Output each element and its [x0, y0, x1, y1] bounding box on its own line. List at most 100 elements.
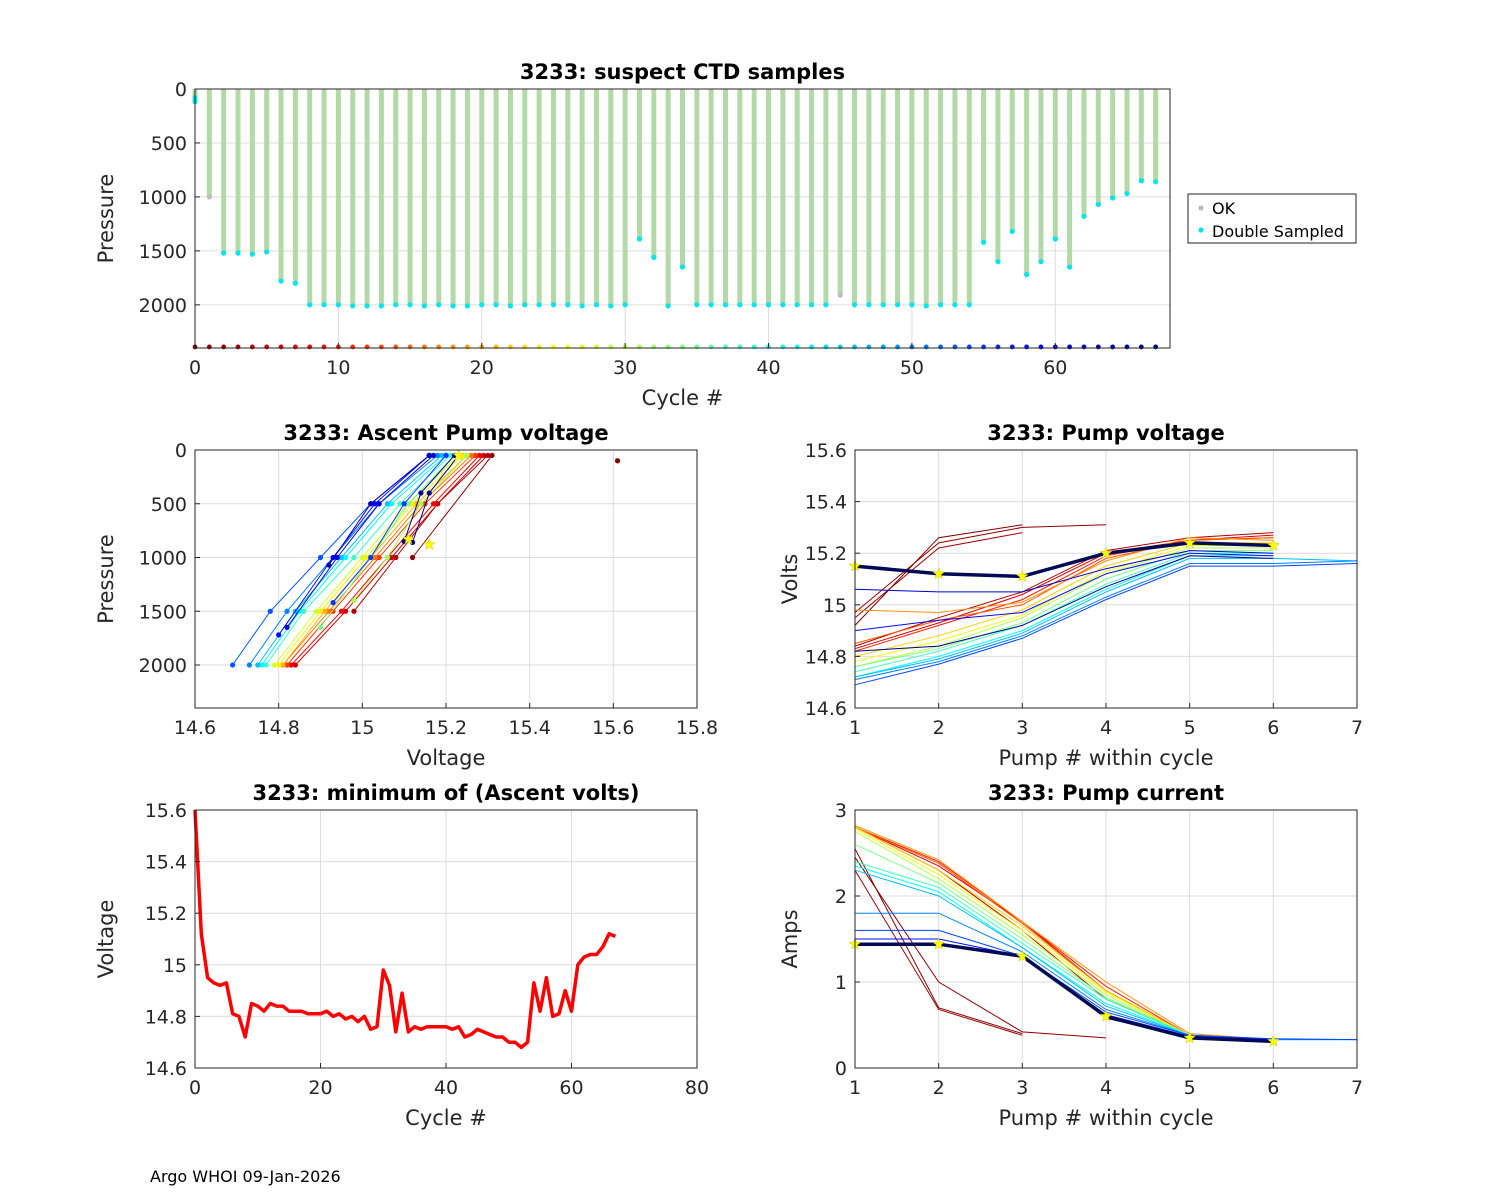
ascent-xtick-label: 15.4: [509, 717, 551, 739]
ascent-point: [351, 597, 357, 604]
ascent-point: [330, 600, 336, 606]
ascent-ylabel: Pressure: [94, 534, 118, 624]
ascent-point: [296, 608, 303, 614]
minv-ytick-label: 15.6: [145, 800, 187, 822]
cycle-color-marker: [393, 344, 399, 350]
cycle-color-marker: [1153, 344, 1159, 350]
ascent-point: [338, 608, 345, 614]
double-sampled-point: [909, 302, 915, 308]
legend-double-marker: [1198, 227, 1204, 233]
ascent-ytick-label: 0: [175, 440, 187, 462]
ascent-latest-star: [401, 532, 415, 545]
double-sampled-point: [851, 302, 858, 308]
cycle-color-marker: [637, 344, 642, 350]
cycle-color-marker: [837, 344, 843, 350]
ascent-point: [284, 608, 290, 614]
ascent-point: [317, 624, 324, 630]
ascent-point: [326, 562, 332, 568]
ascent-point: [359, 554, 365, 561]
cycle-color-marker: [665, 344, 671, 350]
suspect-xtick-label: 0: [189, 357, 201, 379]
minv-xtick-label: 40: [434, 1077, 458, 1099]
ascent-point: [468, 452, 474, 458]
pump-voltage-line: [854, 547, 1274, 668]
cycle-color-marker: [292, 344, 298, 350]
ascent-point: [338, 554, 345, 561]
cycle-color-marker: [1067, 344, 1073, 350]
pumpv-xtick-label: 3: [1016, 717, 1028, 739]
cycle-color-marker: [206, 344, 212, 350]
ascent-ytick-label: 2000: [139, 655, 187, 677]
double-sampled-point: [765, 302, 772, 308]
ascent-point: [255, 662, 261, 668]
double-sampled-point: [937, 302, 944, 308]
minv-plot: [193, 809, 617, 1050]
cycle-color-marker: [751, 344, 757, 350]
ascent-series-line: [332, 455, 447, 603]
ascent-series-line: [412, 455, 493, 558]
ascent-point: [447, 452, 453, 458]
ascent-series-line: [278, 455, 430, 636]
cycle-color-marker: [378, 344, 384, 350]
ascent-point: [326, 608, 332, 614]
double-sampled-point: [981, 239, 987, 245]
double-sampled-point: [464, 303, 471, 309]
ascent-point: [489, 452, 495, 458]
pumpv-ytick-label: 14.8: [805, 646, 847, 668]
pumpc-xtick-label: 1: [849, 1077, 861, 1099]
double-sampled-point: [264, 249, 270, 255]
double-sampled-point: [1124, 191, 1130, 197]
pumpv-xtick-label: 2: [933, 717, 945, 739]
suspect-ytick-label: 1000: [139, 187, 187, 209]
ascent-point: [435, 452, 441, 458]
double-sampled-point: [436, 302, 442, 308]
ascent-point: [368, 501, 374, 507]
double-sampled-point: [522, 302, 528, 308]
double-sampled-point: [737, 302, 743, 308]
cycle-color-marker: [995, 344, 1001, 350]
pump-current-line: [854, 869, 1023, 1036]
double-sampled-point: [866, 302, 872, 308]
ascent-xlabel: Voltage: [407, 746, 486, 770]
ascent-series-line: [353, 455, 468, 601]
ascent-point: [376, 501, 382, 507]
double-sampled-point: [1038, 259, 1044, 265]
double-sampled-point: [350, 303, 356, 309]
pumpc-xtick-label: 5: [1184, 1077, 1196, 1099]
double-sampled-point: [565, 302, 571, 308]
ascent-point: [430, 501, 437, 507]
pump-current-line: [854, 825, 1274, 1041]
pump-voltage-latest-star: [1099, 546, 1113, 559]
cycle-color-marker: [923, 344, 929, 350]
ascent-point: [372, 554, 378, 561]
cycle-color-marker: [895, 344, 900, 350]
pump-current-latest-star: [1099, 1009, 1113, 1022]
ascent-series-line: [320, 455, 455, 628]
ascent-point: [317, 608, 324, 614]
ascent-point: [397, 501, 403, 507]
double-sampled-point: [1024, 272, 1030, 278]
suspect-xtick-label: 60: [1043, 357, 1067, 379]
pumpv-xtick-label: 4: [1100, 717, 1112, 739]
pump-current-latest-star: [1015, 949, 1029, 962]
ascent-point: [284, 662, 290, 668]
pumpc-plot: [848, 825, 1358, 1047]
suspect-legend: OK Double Sampled: [1187, 193, 1357, 244]
cycle-color-marker: [680, 344, 685, 350]
pump-voltage-line: [854, 550, 1274, 593]
double-sampled-point: [995, 259, 1001, 265]
double-sampled-point: [1052, 236, 1058, 242]
double-sampled-point: [1095, 201, 1101, 208]
cycle-color-marker: [737, 344, 743, 350]
ascent-point: [439, 452, 445, 458]
double-sampled-point: [249, 251, 255, 257]
double-sampled-point: [536, 302, 542, 308]
double-sampled-point: [292, 280, 298, 286]
double-sampled-point: [952, 302, 958, 308]
pumpc-xlabel: Pump # within cycle: [999, 1106, 1214, 1130]
legend-double-label: Double Sampled: [1212, 222, 1344, 241]
ascent-point: [476, 452, 483, 458]
ascent-point: [376, 554, 382, 561]
cycle-color-marker: [235, 344, 241, 350]
minv-xlabel: Cycle #: [405, 1106, 487, 1130]
